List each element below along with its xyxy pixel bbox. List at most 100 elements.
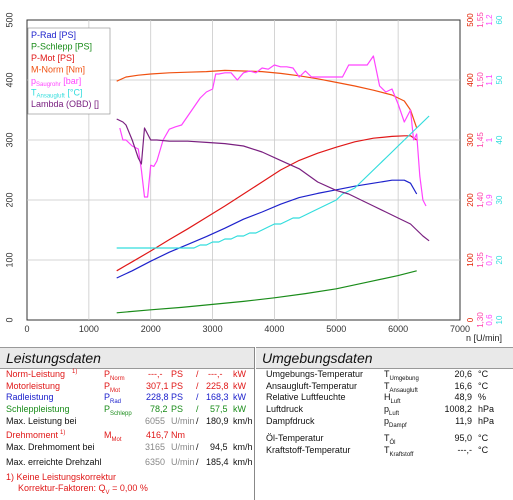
maxdreh-label: Max. Drehmoment bei: [6, 442, 95, 453]
left-axis: 0 100 200 300 400 500: [4, 12, 14, 322]
environment-row: Luftdruck pLuft 1008,2 hPa: [256, 404, 513, 417]
maxdreh-rpm-unit: U/min: [171, 442, 195, 453]
right-axis-1-tick-label: 0: [466, 317, 475, 322]
oel-symbol-sub: Öl: [389, 440, 396, 447]
series-line: [116, 69, 418, 129]
rad-ps-unit: PS: [171, 392, 184, 403]
env-label: Ansaugluft-Temperatur: [266, 380, 358, 391]
left-tick-label: 400: [4, 72, 14, 87]
env-label: Dampfdruck: [266, 415, 315, 426]
right-axis-3-tick-label: 1,2: [485, 14, 494, 26]
rad-label: Radleistung: [6, 392, 54, 403]
env-symbol-sub: Luft: [389, 410, 400, 417]
norm-ps-unit: PS: [171, 369, 184, 379]
x-tick-label: 3000: [203, 324, 223, 334]
x-tick-label: 0: [24, 324, 29, 334]
grid: [27, 20, 460, 320]
motor-symbol-p: P: [104, 380, 111, 391]
series-line: [116, 115, 430, 249]
series-line: [116, 270, 417, 314]
legend-entry: M-Norm [Nm]: [31, 65, 85, 75]
kraftstoff-symbol: TKraftstoff: [384, 445, 413, 462]
schlepp-sep: /: [196, 404, 199, 415]
norm-kw: ---,-: [208, 369, 223, 379]
umgebungsdaten-title: Umgebungsdaten: [256, 347, 513, 369]
env-label: Umgebungs-Temperatur: [266, 369, 364, 379]
drehzahl-rpm-unit: U/min: [171, 456, 195, 467]
drehzahl-speed: 185,4: [206, 456, 229, 467]
env-symbol: pDampf: [384, 416, 407, 433]
env-symbol-letter: p: [384, 415, 390, 426]
drehzahl-sep: /: [196, 456, 199, 467]
footnote-text-2a: Korrektur-Faktoren: Q: [18, 483, 106, 494]
drehzahl-rpm: 6350: [145, 456, 166, 467]
right-axis-3-tick-label: 0,7: [485, 254, 494, 266]
right-axis-4-tick-label: 60: [495, 15, 504, 24]
env-value: 1008,2: [444, 404, 472, 415]
drehmoment-symbol: MMot: [104, 430, 122, 447]
legend-entry: Lambda (OBD) []: [31, 99, 99, 109]
env-unit: °C: [478, 369, 489, 379]
schleppleistung-row: Schleppleistung PSchlepp 78,2 PS / 57,5 …: [0, 404, 254, 417]
right-axis-1-tick-label: 100: [466, 253, 475, 267]
drehmoment-label: Drehmoment: [6, 430, 59, 441]
maxbei-rpm-unit: U/min: [171, 415, 195, 426]
drehmoment-symbol-sub: Mot: [111, 437, 122, 444]
drehzahl-speed-unit: km/h: [233, 456, 253, 467]
x-tick-label: 7000: [450, 324, 470, 334]
motor-sep: /: [196, 380, 199, 391]
schlepp-label: Schleppleistung: [6, 404, 70, 415]
footnote-row-2: Korrektur-Faktoren: QV = 0,00 %: [0, 483, 254, 496]
norm-leistung-row: Norm-Leistung 1) PNorm ---,- PS / ---,- …: [0, 369, 254, 382]
kraftstoff-label: Kraftstoff-Temperatur: [266, 445, 351, 456]
series-group: [116, 55, 430, 314]
env-symbol-sub: Ansaugluft: [389, 387, 418, 394]
series-line: [119, 55, 427, 207]
x-axis-label: n [U/min]: [466, 333, 502, 343]
oel-temperatur-row: Öl-Temperatur TÖl 95,0 °C: [256, 433, 513, 447]
env-symbol-sub: Umgebung: [389, 375, 419, 382]
right-axis-3-tick-label: 1,1: [485, 74, 494, 86]
legend-entry: pSaugrohr [bar]: [31, 76, 81, 88]
right-axis-3-tick-label: 1: [485, 137, 494, 142]
x-tick-label: 6000: [388, 324, 408, 334]
right-axis-4-tick-label: 20: [495, 255, 504, 264]
schlepp-kw: 57,5: [210, 404, 228, 415]
schlepp-symbol-p: P: [104, 404, 111, 415]
env-symbol: pLuft: [384, 404, 399, 421]
right-axis-1-tick-label: 500: [466, 13, 475, 27]
rad-symbol: PRad: [104, 392, 121, 409]
right-axis-4-tick-label: 10: [495, 315, 504, 324]
oel-symbol-t: T: [384, 433, 390, 444]
right-axis-3-tick-label: 0,6: [485, 314, 494, 326]
x-tick-label: 4000: [264, 324, 284, 334]
environment-row: Dampfdruck pDampf 11,9 hPa: [256, 415, 513, 429]
right-axis-2-tick-label: 1,40: [476, 192, 485, 208]
env-unit: hPa: [478, 404, 495, 415]
oel-unit: °C: [478, 433, 489, 444]
env-value: 20,6: [454, 369, 472, 379]
schlepp-ps: 78,2: [150, 404, 168, 415]
drehmoment-row: Drehmoment 1) MMot 416,7 Nm: [0, 430, 254, 443]
env-value: 11,9: [455, 415, 472, 426]
environment-row: Ansaugluft-Temperatur TAnsaugluft 16,6 °C: [256, 380, 513, 394]
env-symbol-letter: p: [384, 404, 390, 415]
motor-kw-unit: kW: [233, 380, 246, 391]
left-tick-label: 300: [4, 132, 14, 147]
left-tick-label: 500: [4, 12, 14, 27]
right-axis-4-tick-label: 30: [495, 195, 504, 204]
maxdreh-speed-unit: km/h: [233, 442, 253, 453]
env-symbol-letter: T: [384, 369, 390, 379]
env-symbol: HLuft: [384, 392, 401, 409]
x-tick-label: 5000: [326, 324, 346, 334]
right-axes: 0 100 200 300 400 500 1,30 1,35 1,40 1,45 1,50 1,55…: [466, 12, 504, 328]
maxbei-speed-unit: km/h: [233, 415, 253, 426]
footnote-text-1: 1) Keine Leistungskorrektur: [6, 471, 117, 482]
norm-ps: ---,-: [148, 369, 163, 379]
right-axis-1-tick-label: 200: [466, 193, 475, 207]
environment-rows: Umgebungs-Temperatur TUmgebung 20,6 °C Ansau…: [256, 369, 513, 429]
footnote-text-2-sub: V: [105, 489, 110, 496]
norm-footnote: 1): [72, 369, 78, 375]
motor-label: Motorleistung: [6, 380, 61, 391]
rad-symbol-p: P: [104, 392, 111, 403]
